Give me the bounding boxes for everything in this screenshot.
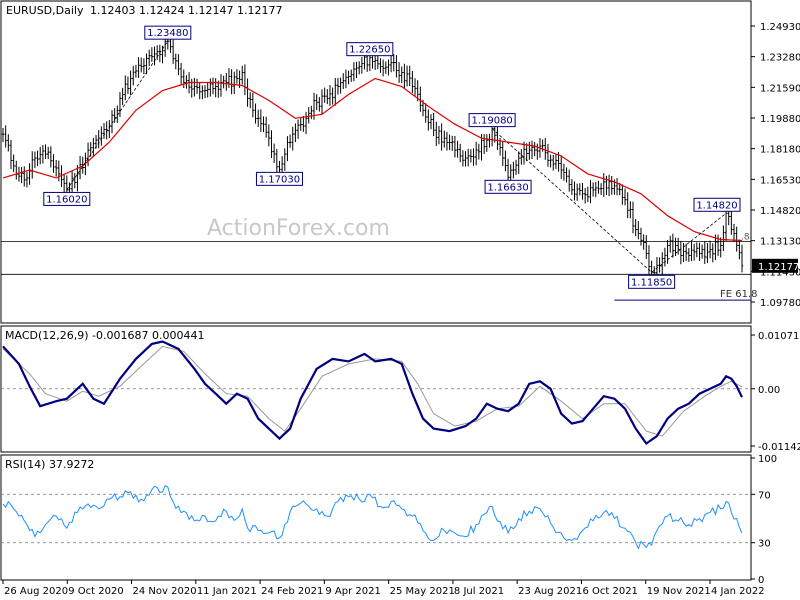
- price-axis-label: 1.18180: [760, 145, 800, 156]
- macd-axis-label: 0.00: [758, 385, 780, 396]
- price-label-box: [346, 42, 394, 57]
- rsi-panel-frame: [0, 454, 752, 581]
- price-axis-label: 1.16530: [760, 175, 800, 186]
- macd-axis-label: -0.011424: [758, 442, 800, 453]
- price-axis-label: 1.09780: [760, 298, 800, 309]
- price-label-box: [468, 113, 516, 128]
- x-axis-label: 24 Feb 2021: [261, 586, 323, 597]
- price-label: 1.16630: [487, 182, 528, 193]
- x-axis-label: 25 May 2021: [390, 586, 455, 597]
- macd-panel-title: MACD(12,26,9) -0.001687 0.000441: [5, 329, 204, 342]
- macd-line: [2, 340, 743, 446]
- price-axis-label: 1.23280: [760, 53, 800, 64]
- rsi-panel: RSI(14) 37.9272 100 70 30 0: [0, 454, 777, 586]
- price-axis-label: 1.21590: [760, 83, 800, 94]
- price-label-box: [43, 191, 91, 206]
- price-label: 1.17030: [259, 174, 300, 185]
- rsi-panel-title: RSI(14) 37.9272: [5, 458, 94, 471]
- price-label-box: [144, 25, 192, 40]
- partial-fibo-label: .8: [741, 233, 750, 243]
- rsi-axis-label: 100: [758, 454, 777, 465]
- price-label: 1.14820: [696, 200, 737, 211]
- x-axis-label: 8 Jul 2021: [454, 586, 504, 597]
- price-panel: EURUSD,Daily 1.12403 1.12424 1.12147 1.1…: [0, 0, 800, 324]
- fe-label: FE 61.8: [720, 289, 758, 300]
- price-panel-ohlc: 1.12403 1.12424 1.12147 1.12177: [90, 4, 282, 17]
- price-axis-label: 1.19880: [760, 114, 800, 125]
- macd-panel: MACD(12,26,9) -0.001687 0.000441 0.01071…: [0, 325, 800, 453]
- watermark: ActionForex.com: [207, 216, 390, 241]
- rsi-axis-label: 0: [758, 575, 764, 586]
- price-axis-label: 1.11430: [760, 267, 800, 278]
- price-label: 1.19080: [471, 116, 512, 127]
- trendline-3: [651, 212, 727, 273]
- rsi-axis-label: 70: [758, 490, 771, 501]
- last-price-box: [752, 258, 798, 273]
- price-panel-title: EURUSD,Daily: [6, 4, 84, 17]
- price-label-box: [628, 274, 676, 289]
- price-axis-label: 1.14820: [760, 206, 800, 217]
- price-label: 1.16020: [46, 194, 87, 205]
- price-label-box: [693, 197, 741, 212]
- price-label: 1.11850: [631, 277, 672, 288]
- x-axis-label: 4 Jan 2022: [711, 586, 765, 597]
- price-axis-label: 1.13130: [760, 237, 800, 248]
- rsi-axis-label: 30: [758, 539, 771, 550]
- macd-axis-label: 0.010715: [758, 331, 800, 342]
- x-axis-label: 6 Oct 2021: [582, 586, 637, 597]
- rsi-line: [2, 484, 743, 550]
- price-label: 1.23480: [147, 28, 188, 39]
- x-axis-label: 9 Oct 2020: [68, 586, 123, 597]
- x-axis-label: 23 Aug 2021: [518, 586, 582, 597]
- price-label-box: [255, 171, 303, 186]
- x-axis: 26 Aug 2020 9 Oct 2020 24 Nov 2020 11 Jan 2…: [2, 580, 765, 597]
- price-label-box: [484, 179, 532, 194]
- moving-average-line: [2, 77, 743, 242]
- x-axis-label: 9 Apr 2021: [325, 586, 380, 597]
- x-axis-label: 24 Nov 2020: [133, 586, 197, 597]
- price-label: 1.22650: [349, 45, 390, 56]
- x-axis-label: 19 Nov 2021: [647, 586, 711, 597]
- x-axis-label: 26 Aug 2020: [4, 586, 68, 597]
- trendline-2: [491, 128, 652, 273]
- price-axis-label: 1.24930: [760, 22, 800, 33]
- x-axis-label: 11 Jan 2021: [197, 586, 257, 597]
- last-price-label: 1.12177: [758, 262, 799, 273]
